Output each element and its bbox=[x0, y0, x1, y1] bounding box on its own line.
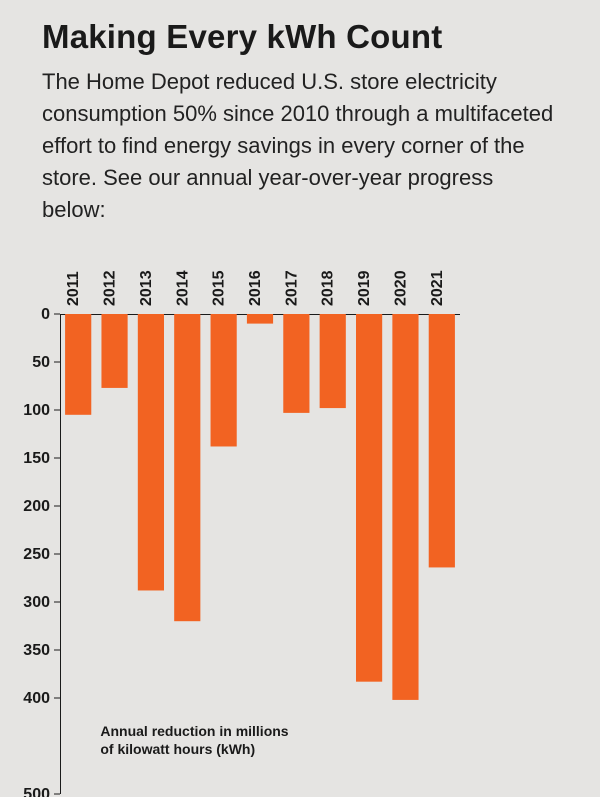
bar bbox=[211, 314, 237, 446]
y-tick-label: 300 bbox=[23, 594, 50, 611]
bar bbox=[429, 314, 455, 567]
bar bbox=[392, 314, 418, 700]
y-tick-label: 350 bbox=[23, 642, 50, 659]
reduction-bar-chart: 0501001502002503003504005002011201220132… bbox=[60, 314, 460, 794]
bar bbox=[356, 314, 382, 682]
page-title: Making Every kWh Count bbox=[42, 18, 558, 56]
bar bbox=[65, 314, 91, 415]
x-category-label: 2012 bbox=[102, 270, 119, 306]
x-category-label: 2018 bbox=[320, 270, 337, 306]
y-tick-label: 400 bbox=[23, 690, 50, 707]
bar bbox=[320, 314, 346, 408]
x-category-label: 2013 bbox=[138, 270, 155, 306]
x-category-label: 2021 bbox=[429, 270, 446, 306]
chart-caption-line1: Annual reduction in millions bbox=[100, 723, 288, 739]
bar bbox=[138, 314, 164, 590]
x-category-label: 2014 bbox=[174, 270, 191, 306]
y-tick-label: 0 bbox=[41, 306, 50, 323]
infographic-page: Making Every kWh Count The Home Depot re… bbox=[0, 0, 600, 797]
chart-caption: Annual reduction in millions of kilowatt… bbox=[100, 722, 288, 758]
y-tick-label: 50 bbox=[32, 354, 50, 371]
bar bbox=[174, 314, 200, 621]
y-tick-label: 250 bbox=[23, 546, 50, 563]
bar bbox=[101, 314, 127, 388]
x-category-label: 2017 bbox=[283, 270, 300, 306]
bar bbox=[283, 314, 309, 413]
x-category-label: 2020 bbox=[392, 270, 409, 306]
x-category-label: 2016 bbox=[247, 270, 264, 306]
bar bbox=[247, 314, 273, 324]
y-tick-label: 500 bbox=[23, 786, 50, 797]
chart-caption-line2: of kilowatt hours (kWh) bbox=[100, 741, 255, 757]
x-category-label: 2011 bbox=[65, 271, 82, 306]
x-category-label: 2015 bbox=[211, 270, 228, 306]
x-category-label: 2019 bbox=[356, 270, 373, 306]
y-tick-label: 150 bbox=[23, 450, 50, 467]
y-tick-label: 200 bbox=[23, 498, 50, 515]
page-description: The Home Depot reduced U.S. store electr… bbox=[42, 66, 558, 225]
y-tick-label: 100 bbox=[23, 402, 50, 419]
